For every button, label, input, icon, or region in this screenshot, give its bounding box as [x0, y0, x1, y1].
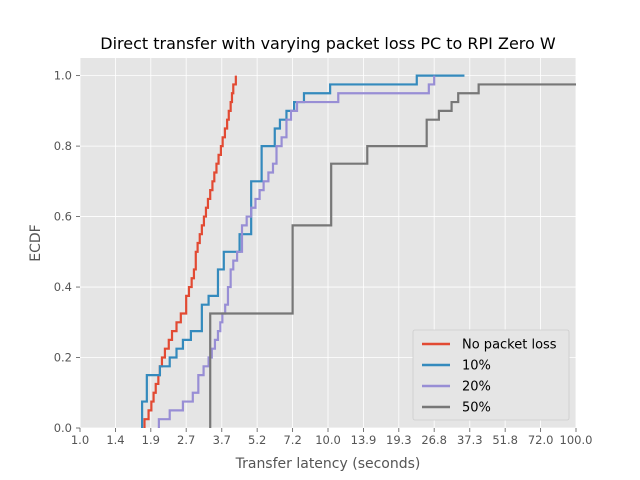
series-lines: [141, 74, 576, 428]
y-tick-label: 0.6: [54, 210, 72, 224]
x-tick-label: 72.0: [528, 433, 554, 447]
series-line-2: [157, 75, 436, 428]
legend-label-0: No packet loss: [462, 338, 557, 353]
x-tick-label: 1.4: [106, 433, 124, 447]
x-tick-label: 37.3: [457, 433, 483, 447]
y-tick-label: 0.4: [54, 280, 72, 294]
x-axis-ticks: 1.0 1.4 1.9 2.7 3.7 5.2 7.2 10.0 13.9 19.3 26.8 37.…: [71, 428, 593, 447]
legend-label-3: 50%: [462, 401, 491, 416]
x-tick-label: 7.2: [283, 433, 301, 447]
x-tick-label: 1.0: [71, 433, 89, 447]
x-tick-label: 13.9: [351, 433, 377, 447]
legend-label-2: 20%: [462, 380, 491, 395]
x-tick-label: 3.7: [213, 433, 231, 447]
y-tick-label: 0.8: [54, 139, 72, 153]
legend-box: [412, 329, 570, 421]
y-tick-label: 1.0: [54, 69, 72, 83]
x-axis-label: Transfer latency (seconds): [235, 456, 421, 472]
x-tick-label: 51.8: [492, 433, 518, 447]
chart-title: Direct transfer with varying packet loss…: [100, 34, 556, 53]
x-tick-label: 26.8: [421, 433, 447, 447]
x-tick-label: 100.0: [560, 433, 593, 447]
y-tick-label: 0.2: [54, 351, 72, 365]
y-axis-ticks: 0.0 0.2 0.4 0.6 0.8 1.0: [54, 69, 80, 435]
x-tick-label: 2.7: [177, 433, 195, 447]
x-tick-label: 1.9: [142, 433, 160, 447]
y-axis-label: ECDF: [28, 224, 44, 261]
legend-label-1: 10%: [462, 359, 491, 374]
series-line-1: [141, 74, 465, 428]
y-tick-label: 0.0: [54, 421, 72, 435]
x-tick-label: 5.2: [248, 433, 266, 447]
x-tick-label: 19.3: [386, 433, 412, 447]
series-line-3: [209, 83, 576, 428]
legend: No packet loss 10% 20% 50%: [412, 329, 570, 421]
x-tick-label: 10.0: [315, 433, 341, 447]
